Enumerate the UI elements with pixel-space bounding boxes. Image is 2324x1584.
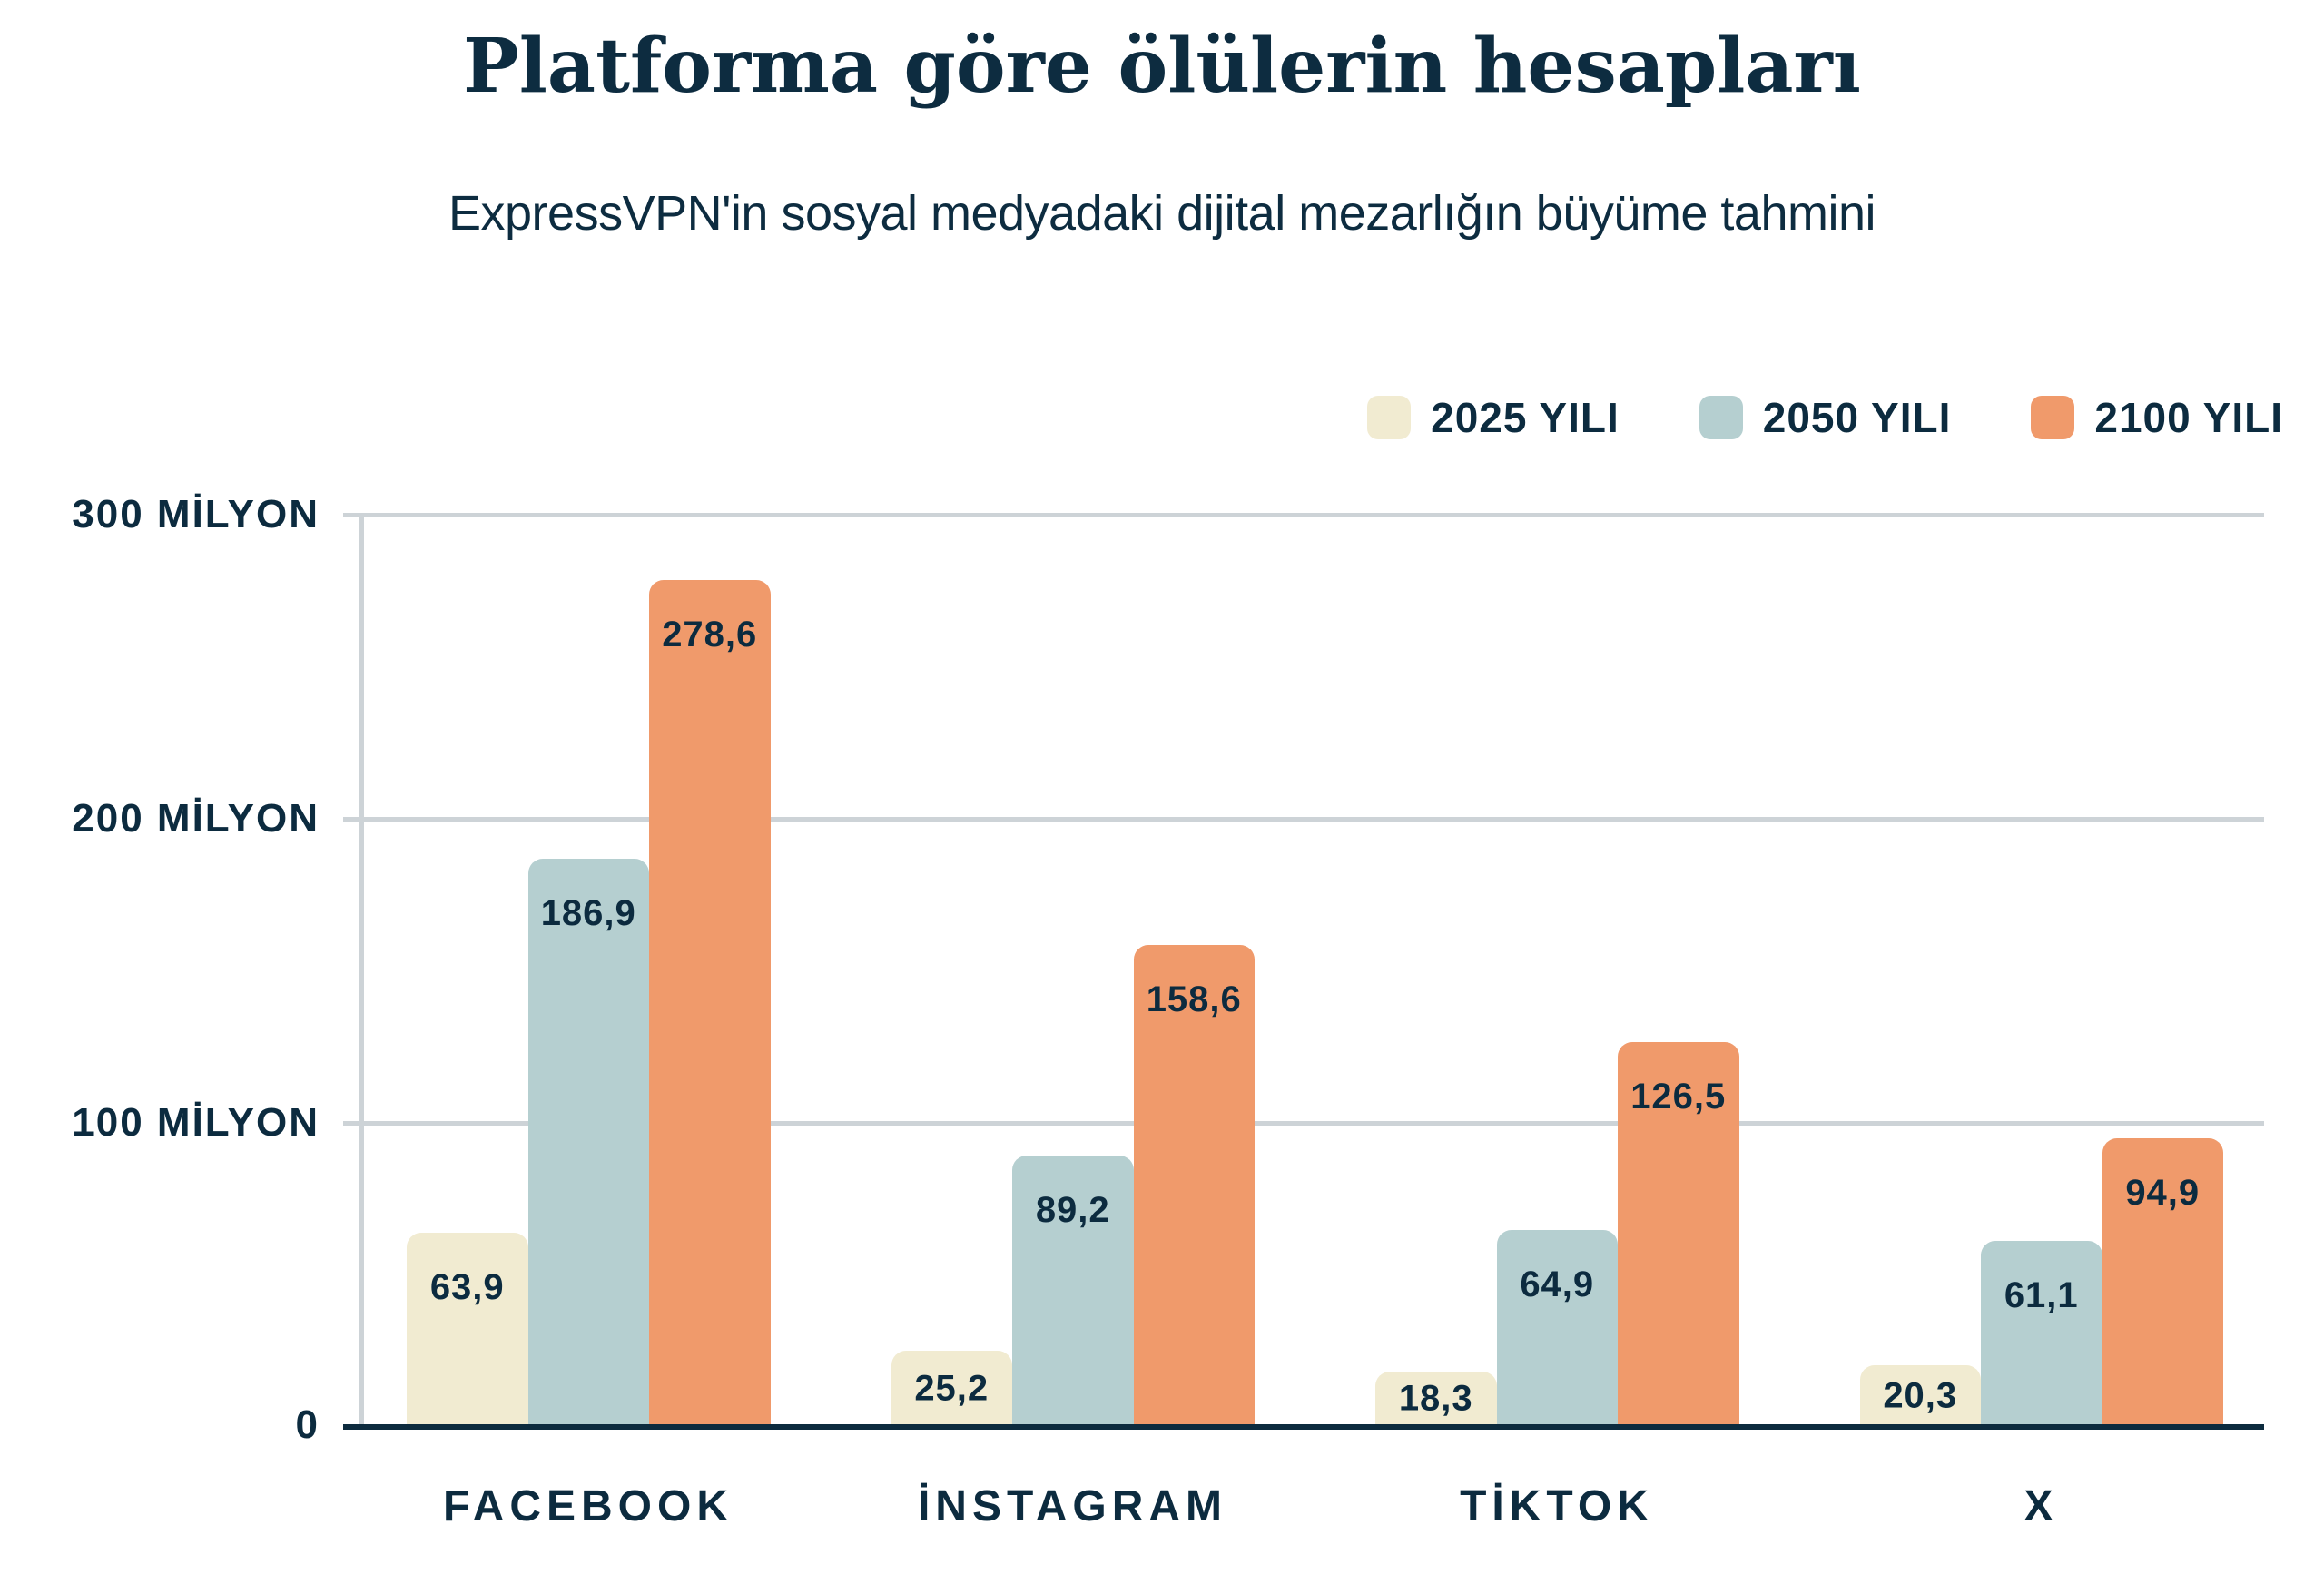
- legend-label: 2050 YILI: [1762, 394, 1952, 441]
- legend-swatch-icon: [2031, 396, 2075, 439]
- gridline-300-milyon: [343, 513, 2264, 517]
- chart-title: Platforma göre ölülerin hesapları: [463, 23, 1861, 110]
- chart-subtitle: ExpressVPN'in sosyal medyadaki dijital m…: [448, 186, 1876, 241]
- bar-value-label: 158,6: [1146, 979, 1242, 1019]
- legend-swatch-icon: [1367, 396, 1412, 439]
- bar-value-label: 126,5: [1630, 1077, 1727, 1117]
- bar-value-label: 94,9: [2125, 1173, 2201, 1214]
- category-label-x: X: [2024, 1482, 2059, 1530]
- y-axis-tick-label: 300 MİLYON: [72, 492, 320, 536]
- legend-label: 2100 YILI: [2094, 394, 2283, 441]
- bar-ti̇ktok-2050: 64,9: [1496, 1229, 1618, 1427]
- bar-value-label: 186,9: [540, 892, 636, 933]
- y-axis-tick-label: 100 MİLYON: [72, 1100, 320, 1145]
- y-axis-tick-label-zero: 0: [295, 1402, 320, 1447]
- bar-value-label: 89,2: [1035, 1190, 1110, 1231]
- category-label-facebook: FACEBOOK: [442, 1482, 734, 1530]
- bar-i̇nstagram-2025: 25,2: [891, 1350, 1012, 1427]
- bar-i̇nstagram-2050: 89,2: [1012, 1156, 1134, 1427]
- bar-value-label: 63,9: [429, 1266, 505, 1307]
- bar-x-2025: 20,3: [1859, 1364, 1981, 1427]
- bar-facebook-2050: 186,9: [527, 858, 649, 1427]
- gridline-200-milyon: [343, 817, 2264, 822]
- category-label-ti̇ktok: TİKTOK: [1460, 1482, 1654, 1530]
- bar-ti̇ktok-2100: 126,5: [1618, 1042, 1739, 1427]
- bar-value-label: 20,3: [1883, 1375, 1958, 1416]
- bar-value-label: 64,9: [1520, 1264, 1595, 1304]
- bar-i̇nstagram-2100: 158,6: [1133, 944, 1255, 1427]
- category-label-i̇nstagram: İNSTAGRAM: [917, 1482, 1228, 1530]
- legend-label: 2025 YILI: [1431, 394, 1620, 441]
- legend-item-2025: 2025 YILI: [1367, 393, 1620, 442]
- bar-facebook-2025: 63,9: [407, 1232, 528, 1427]
- bar-value-label: 278,6: [662, 614, 758, 654]
- y-axis-line: [359, 513, 364, 1427]
- x-axis-baseline: [343, 1424, 2264, 1430]
- bar-value-label: 61,1: [2004, 1275, 2079, 1316]
- bar-x-2100: 94,9: [2102, 1138, 2223, 1427]
- legend-item-2050: 2050 YILI: [1699, 393, 1952, 442]
- bar-facebook-2100: 278,6: [649, 579, 771, 1427]
- legend: 2025 YILI 2050 YILI 2100 YILI: [1367, 393, 2283, 442]
- legend-item-2100: 2100 YILI: [2031, 393, 2283, 442]
- legend-swatch-icon: [1699, 396, 1743, 439]
- bar-value-label: 18,3: [1398, 1378, 1473, 1419]
- gridline-100-milyon: [343, 1121, 2264, 1126]
- bar-value-label: 25,2: [914, 1368, 990, 1409]
- y-axis-tick-label: 200 MİLYON: [72, 796, 320, 841]
- bar-ti̇ktok-2025: 18,3: [1375, 1371, 1497, 1427]
- bar-x-2050: 61,1: [1981, 1241, 2102, 1427]
